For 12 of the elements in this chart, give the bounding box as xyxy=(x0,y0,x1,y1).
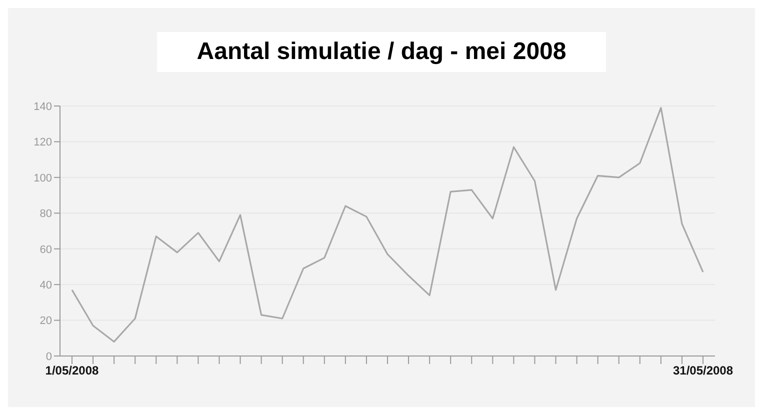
line-series xyxy=(71,106,704,343)
y-tick-label: 100 xyxy=(34,172,52,184)
chart-title: Aantal simulatie / dag - mei 2008 xyxy=(156,32,606,72)
y-tick-label: 20 xyxy=(40,315,52,328)
y-tick-label: 0 xyxy=(46,350,52,363)
y-tick-label: 80 xyxy=(40,208,52,220)
x-tick-label: 1/05/2008 xyxy=(45,364,100,378)
y-tick-label: 140 xyxy=(34,100,52,113)
x-tick-label: 31/05/2008 xyxy=(672,364,734,378)
y-tick-label: 60 xyxy=(40,244,52,256)
y-tick-label: 40 xyxy=(40,279,52,292)
y-tick-label: 120 xyxy=(34,136,52,149)
